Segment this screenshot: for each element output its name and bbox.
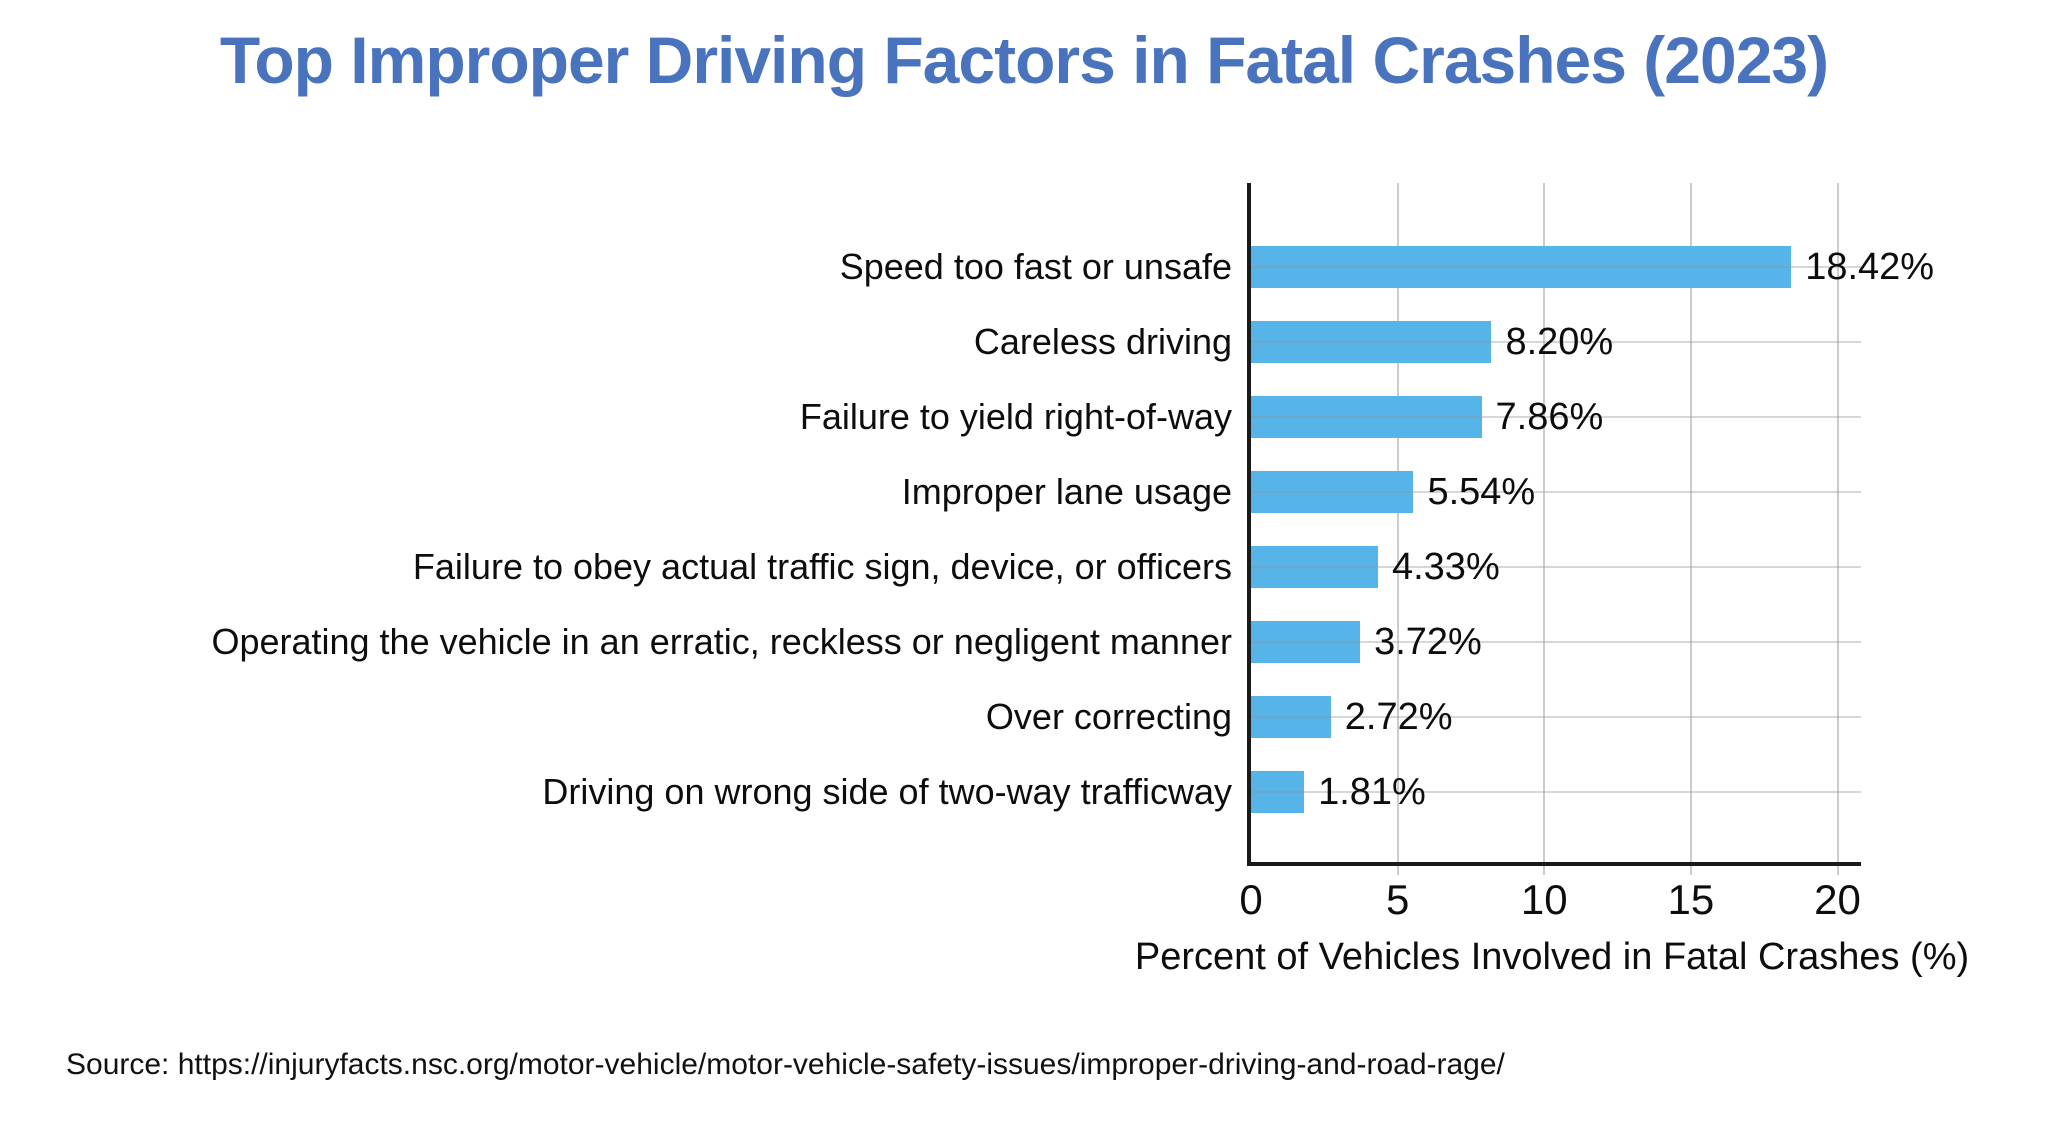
plot-area: 0 5 10 15 20 Speed too fast or unsafe 18.42% Ca… (211, 183, 1934, 923)
x-tick-label: 0 (1239, 876, 1263, 923)
x-tick-mark (1836, 866, 1839, 875)
value-label: 4.33% (1391, 546, 1500, 588)
gridline-x (1689, 183, 1692, 862)
bar (1251, 771, 1305, 813)
source-note: Source: https://injuryfacts.nsc.org/moto… (66, 1048, 1505, 1081)
gridline-y (1251, 716, 1861, 718)
x-tick-mark (1396, 866, 1399, 875)
x-tick-label: 5 (1385, 876, 1410, 923)
value-label: 8.20% (1505, 321, 1614, 363)
gridline-x (1543, 183, 1546, 862)
gridline-y (1251, 266, 1861, 268)
x-tick-label: 10 (1520, 876, 1568, 923)
value-label: 1.81% (1318, 771, 1426, 813)
x-axis-label-text: Percent of Vehicles Involved in Fatal Cr… (1134, 936, 1970, 978)
value-label: 2.72% (1344, 696, 1453, 738)
bar (1251, 471, 1414, 513)
value-label: 7.86% (1495, 396, 1604, 438)
gridline-y (1251, 791, 1861, 793)
bar (1251, 696, 1331, 738)
gridline-x (1836, 183, 1839, 862)
gridline-y (1251, 491, 1861, 493)
gridline-y (1251, 416, 1861, 418)
gridline-y (1251, 341, 1861, 343)
bar (1251, 396, 1482, 438)
x-tick-label: 20 (1814, 876, 1861, 923)
category-label: Failure to obey actual traffic sign, dev… (412, 546, 1232, 587)
chart-title: Top Improper Driving Factors in Fatal Cr… (219, 23, 1829, 97)
category-label: Driving on wrong side of two-way traffic… (542, 771, 1232, 812)
category-label: Speed too fast or unsafe (839, 246, 1232, 287)
value-label: 3.72% (1374, 621, 1482, 663)
x-tick-mark (1689, 866, 1692, 875)
x-axis-label: Percent of Vehicles Involved in Fatal Cr… (1135, 936, 1969, 979)
bar (1251, 621, 1361, 663)
gridline-y (1251, 641, 1861, 643)
x-tick-mark (1543, 866, 1546, 875)
bar (1251, 546, 1378, 588)
bar (1251, 321, 1492, 363)
value-label: 18.42% (1805, 246, 1935, 288)
category-label: Over correcting (985, 696, 1232, 737)
bar (1251, 246, 1792, 288)
category-label: Careless driving (973, 321, 1232, 362)
value-label: 5.54% (1427, 471, 1536, 513)
category-label: Failure to yield right-of-way (799, 396, 1232, 437)
gridline-x (1396, 183, 1399, 862)
category-label: Operating the vehicle in an erratic, rec… (211, 621, 1232, 662)
x-tick-label: 15 (1667, 876, 1715, 923)
category-label: Improper lane usage (901, 471, 1232, 512)
gridline-y (1251, 566, 1861, 568)
